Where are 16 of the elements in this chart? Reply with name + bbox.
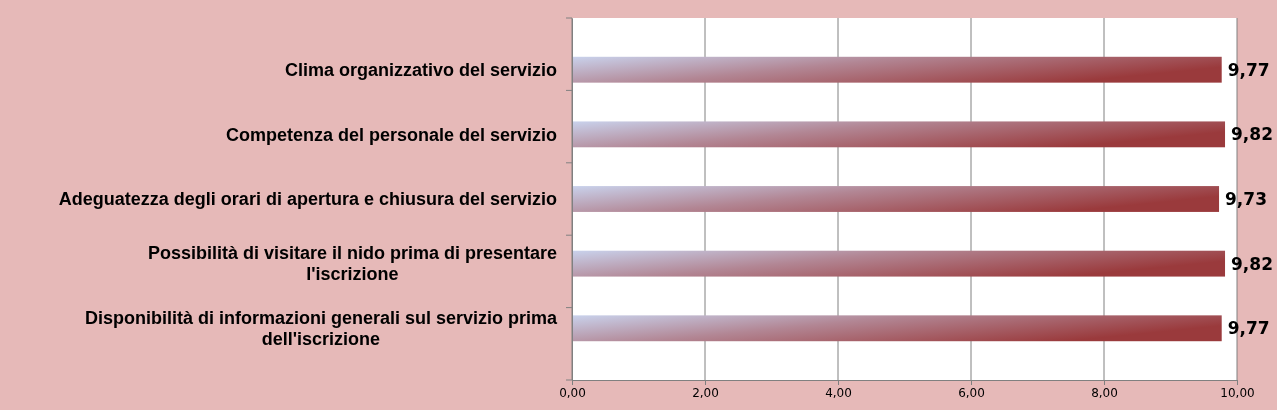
y-tick-label: Competenza del personale del servizio [225, 124, 557, 145]
data-label: 9,82 [1231, 253, 1273, 274]
y-tick-label: Possibilità di visitare il nido prima di presentare l'iscrizione [147, 243, 557, 285]
data-label: 9,73 [1225, 188, 1267, 209]
y-tick-label: Disponibilità di informazioni generali sul servizio prima dell'iscrizione [84, 308, 558, 350]
y-tick-label: Clima organizzativo del servizio [284, 60, 557, 81]
x-tick-label: 6,00 [958, 385, 985, 400]
x-tick-label: 0,00 [559, 385, 586, 400]
data-label: 9,77 [1227, 318, 1270, 339]
x-tick-label: 4,00 [825, 385, 852, 400]
x-tick-label: 10,00 [1220, 385, 1255, 400]
x-tick-label: 8,00 [1091, 385, 1118, 400]
data-label: 9,77 [1227, 59, 1270, 80]
x-tick-label: 2,00 [692, 385, 719, 400]
data-label: 9,82 [1231, 124, 1273, 145]
y-tick-label: Adeguatezza degli orari di apertura e chiusura del servizio [58, 189, 557, 210]
